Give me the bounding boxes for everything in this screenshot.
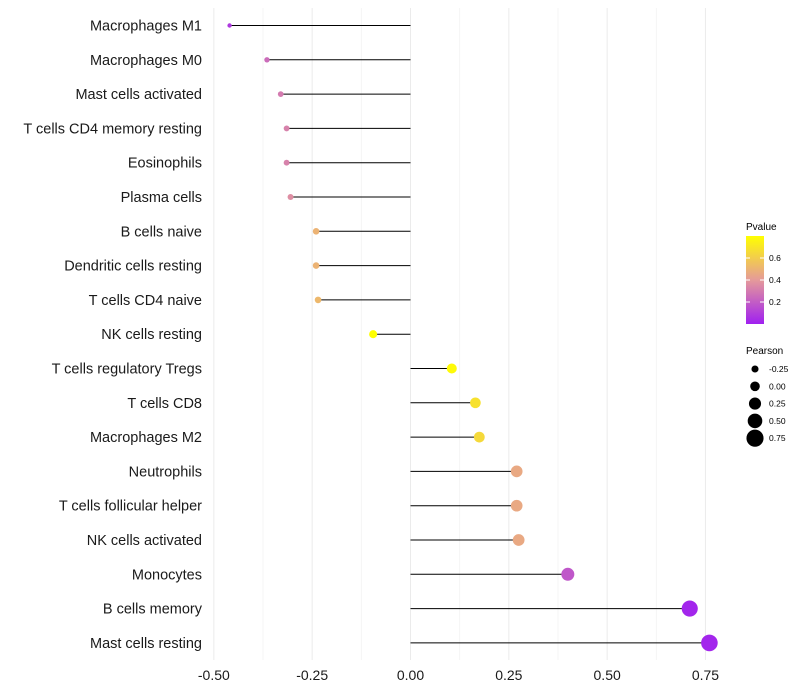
lollipop-point <box>312 262 320 269</box>
pearson-legend-dot <box>746 429 764 447</box>
category-label: Dendritic cells resting <box>64 259 202 275</box>
lollipop-point <box>314 296 322 304</box>
pvalue-colorbar <box>746 236 764 324</box>
category-label: B cells naive <box>121 224 202 240</box>
x-tick-label: 0.50 <box>594 667 621 683</box>
category-label: Macrophages M1 <box>90 19 202 35</box>
category-label: T cells CD8 <box>127 396 202 412</box>
category-label: Macrophages M2 <box>90 430 202 446</box>
category-label: B cells memory <box>103 602 203 618</box>
x-tick-label: 0.25 <box>495 667 522 683</box>
pearson-legend-dot <box>748 397 762 410</box>
pearson-legend-dot <box>751 365 759 373</box>
x-tick-labels: -0.50 -0.25 0.00 0.25 0.50 0.75 <box>198 667 719 683</box>
x-tick-label: -0.25 <box>296 667 328 683</box>
pearson-legend-dot <box>747 413 763 429</box>
category-label: Mast cells activated <box>75 87 202 103</box>
lollipop-point <box>227 23 232 28</box>
category-label: NK cells resting <box>101 327 202 343</box>
pearson-legend-label: 0.00 <box>769 381 786 391</box>
grid-layer <box>213 8 706 660</box>
category-labels: Macrophages M1 Macrophages M0 Mast cells a… <box>23 19 202 652</box>
lollipop-point <box>264 57 270 63</box>
pvalue-legend-title: Pvalue <box>746 222 777 233</box>
lollipop-point <box>312 228 320 235</box>
category-label: T cells CD4 naive <box>89 293 202 309</box>
pearson-legend-label: 0.75 <box>769 433 786 443</box>
pearson-legend: Pearson -0.25 0.00 0.25 0.50 0.75 <box>746 346 789 447</box>
lollipop-point <box>283 125 290 132</box>
category-label: Eosinophils <box>128 156 202 172</box>
x-tick-label: 0.00 <box>397 667 424 683</box>
pvalue-legend: Pvalue 0.2 0.4 0.6 <box>746 222 781 324</box>
pearson-legend-title: Pearson <box>746 346 783 357</box>
pearson-legend-label: -0.25 <box>769 364 789 374</box>
lollipop-point <box>701 634 718 652</box>
category-label: Plasma cells <box>121 190 202 206</box>
pvalue-legend-tick: 0.4 <box>769 275 781 285</box>
pvalue-legend-tick: 0.2 <box>769 297 781 307</box>
point-layer <box>227 23 718 652</box>
category-label: NK cells activated <box>87 533 202 549</box>
lollipop-point <box>510 465 523 478</box>
category-label: T cells follicular helper <box>59 499 202 515</box>
category-label: T cells CD4 memory resting <box>23 121 202 137</box>
lollipop-point <box>681 600 698 617</box>
lollipop-point <box>369 330 378 339</box>
lollipop-point <box>561 567 575 581</box>
pearson-legend-label: 0.25 <box>769 399 786 409</box>
stem-layer <box>229 25 710 644</box>
pearson-legend-dot <box>750 381 760 392</box>
lollipop-point <box>473 431 485 443</box>
category-label: Mast cells resting <box>90 636 202 652</box>
lollipop-point <box>283 159 290 166</box>
x-tick-label: -0.50 <box>198 667 230 683</box>
lollipop-point <box>277 91 284 97</box>
lollipop-point <box>446 363 457 374</box>
x-tick-label: 0.75 <box>692 667 719 683</box>
lollipop-point <box>287 194 294 200</box>
category-label: Macrophages M0 <box>90 53 202 69</box>
category-label: Neutrophils <box>129 464 202 480</box>
category-label: T cells regulatory Tregs <box>52 362 202 378</box>
category-label: Monocytes <box>132 567 202 583</box>
lollipop-point <box>470 397 481 409</box>
lollipop-point <box>510 499 523 512</box>
lollipop-point <box>512 534 525 546</box>
pvalue-legend-tick: 0.6 <box>769 253 781 263</box>
pearson-legend-label: 0.50 <box>769 416 786 426</box>
